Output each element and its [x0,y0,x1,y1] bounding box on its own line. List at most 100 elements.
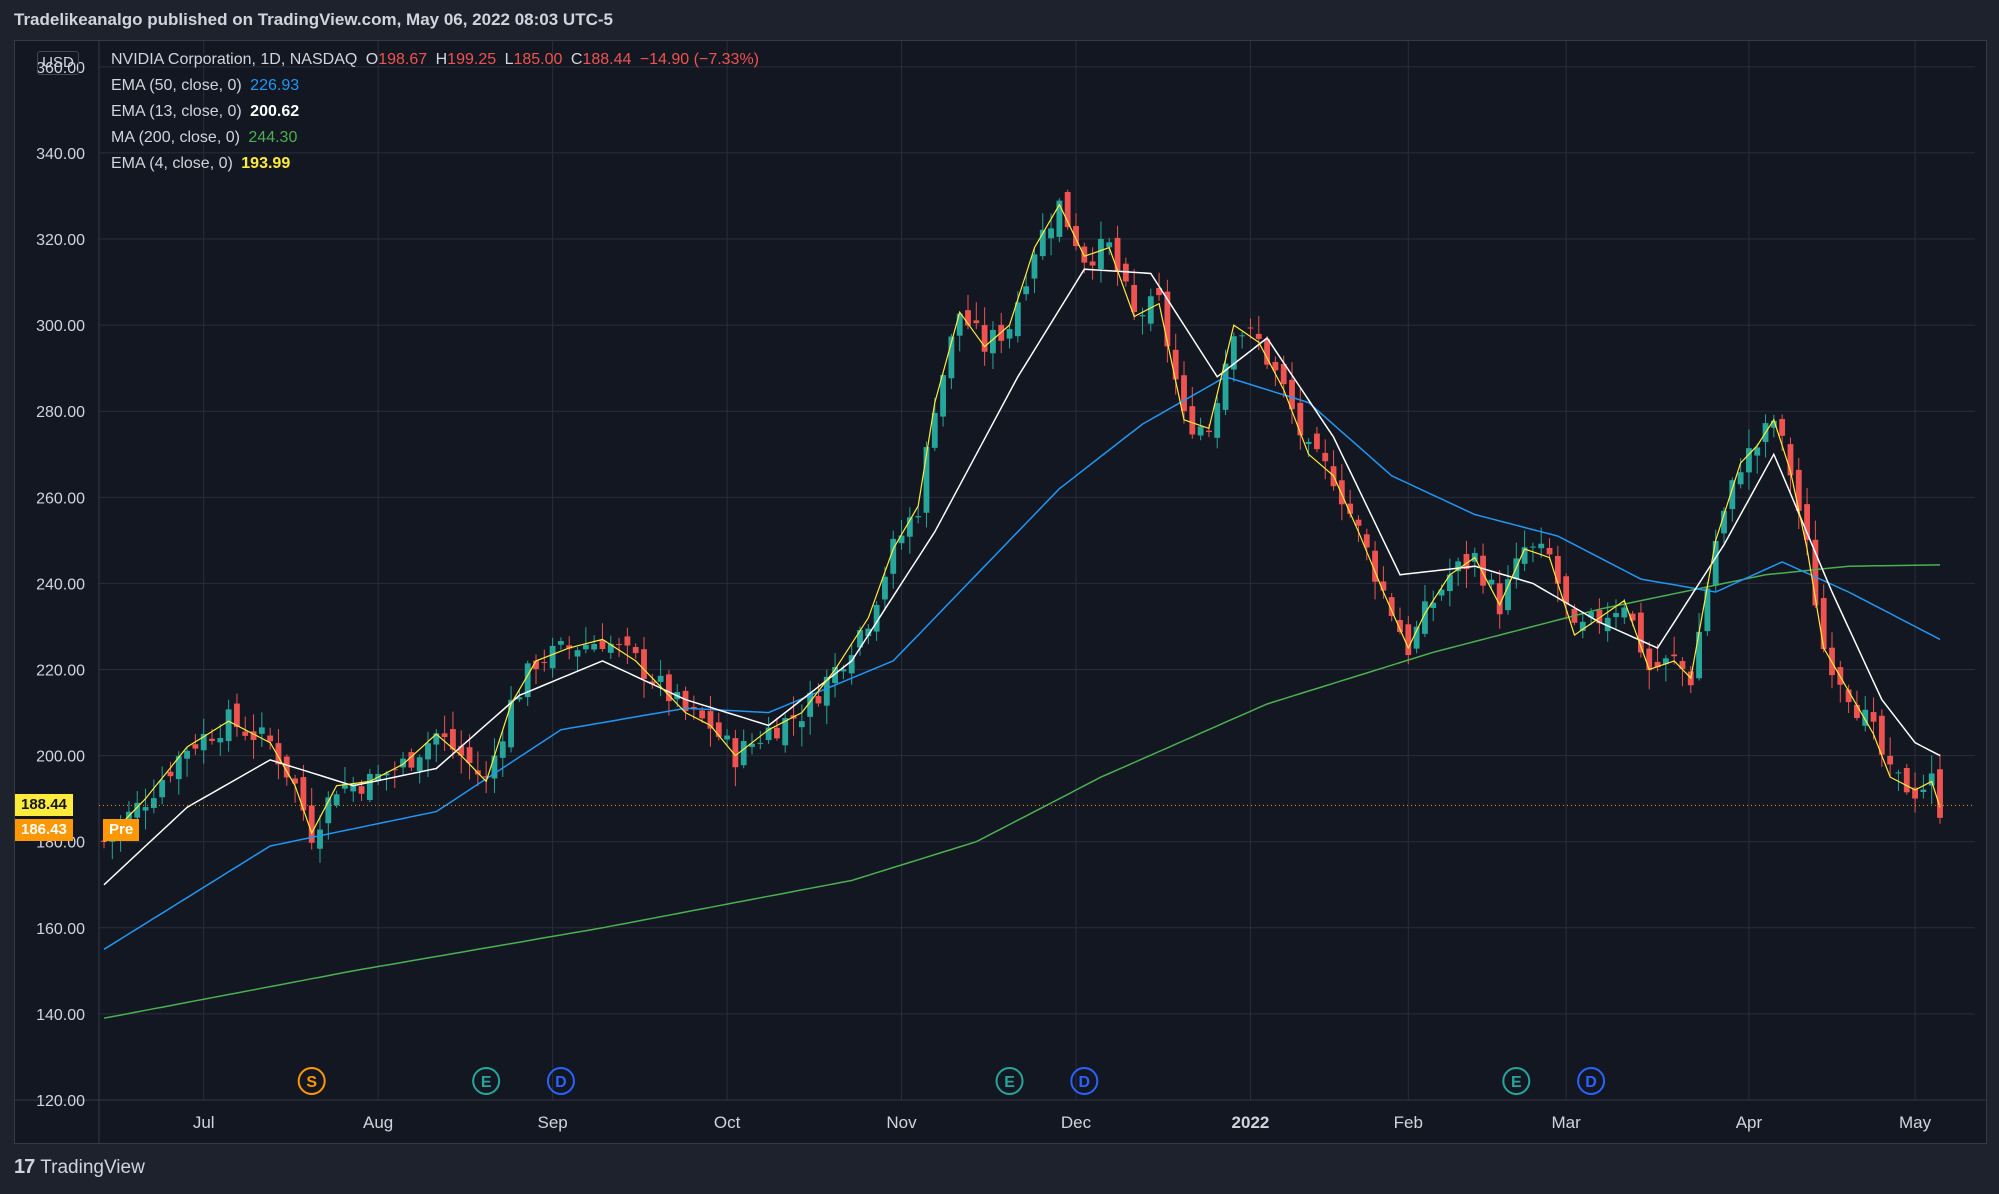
candle-up [159,780,166,798]
candle-up [1920,789,1927,793]
candle-up [150,798,157,808]
indicator-ema50[interactable]: EMA (50, close, 0) 226.93 [111,77,303,95]
ma200-line [103,564,1941,1019]
candle-down [599,640,606,650]
candle-down [1937,769,1943,818]
candle-up [433,733,440,745]
y-tick-label: 200.00 [36,749,85,766]
candle-up [757,742,764,744]
candle-down [641,649,647,679]
candle-down [275,743,282,765]
candle-down [292,778,298,784]
candle-down [1206,430,1212,433]
candle-down [192,744,199,749]
candle-up [1754,447,1761,456]
candle-down [1629,613,1636,621]
candle-up [1579,621,1586,632]
indicator-value: 244.30 [248,129,298,146]
candle-down [566,645,573,649]
candle-up [898,535,905,544]
candle-up [1239,335,1246,337]
candle-down [973,320,980,324]
candle-up [1588,611,1594,618]
ema50-line [103,375,1941,950]
symbol-legend[interactable]: NVIDIA Corporation, 1D, NASDAQ O198.67 H… [111,51,763,69]
candle-up [400,758,406,768]
event-marker-label: D [555,1074,567,1091]
candle-up [1039,229,1046,257]
premarket-price-tag: 186.43 [15,819,73,841]
candle-up [1770,420,1777,428]
candle-up [1438,589,1445,596]
candle-up [657,675,664,682]
candle-up [217,738,224,743]
currency-button[interactable]: USD [37,51,79,75]
last-price-tag: 188.44 [15,794,73,816]
candle-up [823,676,830,706]
indicator-ema13[interactable]: EMA (13, close, 0) 200.62 [111,103,303,121]
candle-down [1397,619,1403,632]
candle-down [1073,225,1079,247]
event-marker-label: E [481,1074,492,1091]
chart-frame[interactable]: 360.00 340.00 320.00 300.00 280.00 260.00 240.… [14,40,1987,1144]
y-tick-label: 340.00 [36,146,85,163]
close-label: C [570,51,583,68]
indicator-label: MA (200, close, 0) [111,129,240,146]
candle-down [283,756,290,778]
candle-down [1289,379,1295,410]
high-label: H [435,51,448,68]
candle-down [1297,402,1304,436]
event-marker [1502,1067,1531,1095]
candle-down [533,660,539,670]
candle-up [607,643,614,653]
x-tick-label: Oct [714,1113,741,1132]
candle-up [1222,363,1229,410]
candle-up [591,643,598,650]
indicator-ema4[interactable]: EMA (4, close, 0) 193.99 [111,155,294,173]
candle-down [408,752,415,768]
open-value: 198.67 [378,51,428,68]
candle-down [1264,339,1270,365]
candle-down [1554,555,1561,584]
candle-up [416,757,423,771]
candle-up [317,829,323,849]
event-marker-label: D [1585,1074,1597,1091]
candle-up [200,734,207,751]
candle-down [1812,539,1819,606]
candle-up [848,655,855,674]
candle-down [649,681,656,684]
candle-up [1729,480,1736,510]
candle-down [1081,246,1088,263]
candle-down [441,733,448,738]
candle-down [707,711,714,729]
candle-up [516,697,523,700]
candle-up [832,667,838,684]
candle-down [1779,419,1786,436]
candle-up [499,741,506,758]
close-value: 188.44 [582,51,632,68]
candle-down [1405,624,1412,656]
candle-down [1089,261,1096,266]
indicator-label: EMA (4, close, 0) [111,155,233,172]
candle-up [1139,315,1146,317]
candle-up [1862,709,1869,726]
candle-up [1704,588,1711,632]
x-tick-label: Apr [1736,1113,1763,1132]
candle-down [250,731,257,741]
candle-down [1131,284,1138,313]
x-tick-label: Mar [1552,1113,1582,1132]
price-chart[interactable]: 360.00 340.00 320.00 300.00 280.00 260.00 240.… [15,41,1986,1143]
candle-up [948,336,955,379]
candle-up [134,802,141,818]
candle-down [391,769,398,771]
tradingview-logo[interactable]: 17 TradingView [14,1156,145,1179]
candle-down [1870,712,1877,722]
ema4-line [103,203,1941,843]
event-marker [995,1067,1024,1095]
candle-up [940,375,946,417]
candle-up [840,669,847,672]
x-tick-label: Feb [1394,1113,1423,1132]
candle-down [1388,597,1395,617]
candle-up [1530,546,1536,548]
indicator-ma200[interactable]: MA (200, close, 0) 244.30 [111,129,301,147]
